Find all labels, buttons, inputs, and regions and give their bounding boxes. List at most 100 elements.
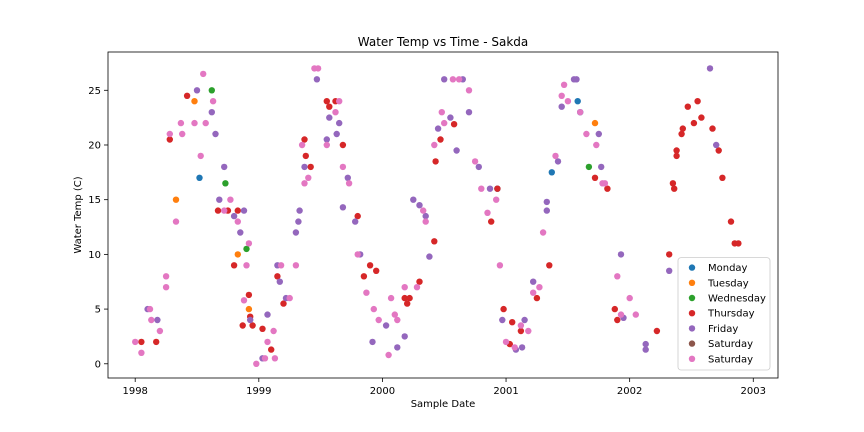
data-point	[416, 202, 423, 209]
data-point	[280, 300, 287, 307]
data-point	[521, 316, 528, 324]
data-point	[530, 278, 537, 285]
data-point	[611, 305, 618, 313]
data-point	[719, 174, 726, 181]
x-tick-label: 2003	[741, 386, 766, 397]
data-point	[679, 125, 686, 132]
legend-marker	[688, 294, 696, 302]
data-point	[511, 344, 518, 351]
legend-marker	[688, 325, 696, 332]
data-point	[240, 207, 248, 214]
data-point	[574, 98, 581, 105]
data-point	[259, 325, 266, 332]
data-point	[593, 141, 600, 149]
data-point	[420, 207, 427, 214]
data-point	[573, 76, 580, 83]
data-point	[422, 212, 429, 220]
data-point	[518, 344, 526, 351]
data-point	[431, 141, 438, 149]
data-point	[434, 125, 442, 132]
data-point	[336, 119, 343, 127]
data-point	[253, 360, 260, 367]
data-point	[295, 218, 302, 225]
x-tick-label: 1998	[122, 386, 147, 397]
data-point	[525, 327, 532, 335]
data-point	[352, 218, 359, 225]
data-point	[494, 185, 501, 192]
data-point	[548, 169, 555, 176]
data-point	[221, 163, 228, 171]
data-point	[208, 109, 215, 116]
data-point	[234, 218, 241, 225]
data-point	[500, 305, 507, 313]
legend-marker	[688, 310, 696, 317]
y-tick-label: 10	[88, 250, 101, 261]
data-point	[394, 344, 401, 351]
data-point	[678, 130, 685, 138]
y-tick-label: 20	[88, 140, 101, 151]
data-point	[307, 163, 314, 171]
data-point	[249, 322, 256, 329]
data-point	[441, 119, 448, 127]
data-point	[366, 262, 374, 269]
data-point	[360, 273, 368, 280]
data-point	[202, 119, 209, 127]
data-point	[583, 130, 590, 138]
data-point	[209, 98, 217, 105]
data-point	[478, 185, 485, 192]
x-tick-label: 1999	[246, 386, 271, 397]
data-point	[179, 130, 186, 138]
data-point	[370, 305, 377, 313]
data-point	[138, 338, 145, 346]
data-point	[653, 327, 661, 335]
data-point	[166, 136, 173, 143]
data-point	[172, 218, 180, 225]
data-point	[354, 212, 361, 220]
data-point	[247, 316, 254, 324]
data-point	[475, 163, 482, 171]
data-point	[698, 114, 705, 121]
data-point	[302, 152, 309, 160]
data-point	[517, 327, 525, 335]
data-point	[230, 262, 238, 269]
data-point	[216, 196, 223, 203]
data-point	[673, 152, 680, 160]
data-point	[264, 311, 271, 318]
data-point	[539, 229, 547, 236]
plot-points	[132, 65, 742, 367]
data-point	[449, 76, 457, 83]
data-point	[298, 141, 306, 149]
data-point	[465, 87, 473, 94]
data-point	[243, 262, 250, 269]
data-point	[230, 212, 238, 220]
data-point	[666, 267, 673, 274]
data-point	[422, 218, 429, 225]
data-point	[684, 103, 691, 110]
legend: Monday Tuesday Wednesday Thursday Friday Satu…	[677, 257, 771, 371]
data-point	[274, 273, 281, 280]
data-point	[200, 70, 207, 78]
data-point	[486, 185, 494, 192]
y-axis-label: Water Temp (C)	[73, 176, 84, 253]
plot-frame	[107, 51, 779, 379]
data-point	[533, 294, 541, 302]
data-point	[333, 130, 340, 138]
data-point	[558, 103, 565, 110]
data-point	[183, 92, 191, 100]
data-point	[416, 278, 423, 285]
legend-box	[677, 257, 771, 371]
data-point	[363, 289, 370, 296]
data-point	[243, 245, 250, 253]
data-point	[577, 109, 584, 116]
data-point	[239, 322, 246, 329]
data-point	[706, 65, 714, 72]
data-point	[560, 81, 568, 89]
data-point	[438, 109, 445, 116]
data-point	[617, 311, 625, 318]
data-point	[261, 355, 269, 362]
data-point	[227, 196, 234, 203]
data-point	[447, 114, 454, 121]
x-axis-label: Sample Date	[411, 399, 476, 410]
data-point	[598, 163, 605, 171]
